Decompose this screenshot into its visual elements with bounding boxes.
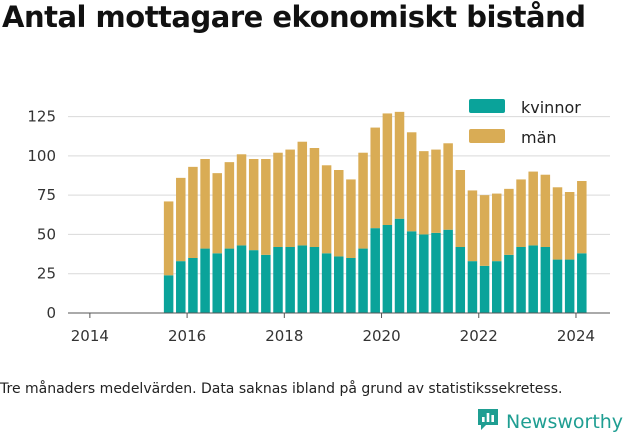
bar-man <box>261 159 271 255</box>
y-tick-label: 25 <box>37 265 56 283</box>
bar-kvinnor <box>370 228 380 313</box>
bar-man <box>212 173 222 254</box>
brand-name: Newsworthy <box>506 411 624 433</box>
bar-man <box>346 179 356 258</box>
bar-man <box>297 141 308 246</box>
legend-swatch-kvinnor <box>469 99 505 113</box>
bar-man <box>176 177 186 262</box>
bar-man <box>419 151 429 235</box>
bar-kvinnor <box>406 231 417 313</box>
bar-man <box>309 148 320 247</box>
bar-kvinnor <box>200 248 210 313</box>
bar-kvinnor <box>346 258 356 313</box>
x-tick-label: 2014 <box>71 327 109 345</box>
bar-kvinnor <box>394 218 405 313</box>
bar-kvinnor <box>419 234 429 313</box>
bar-man <box>467 190 478 262</box>
x-tick-label: 2024 <box>557 327 595 345</box>
bars <box>163 111 587 313</box>
bar-kvinnor <box>552 259 563 313</box>
bar-kvinnor <box>163 275 174 313</box>
y-tick-label: 50 <box>37 225 56 243</box>
bar-kvinnor <box>479 265 490 313</box>
bar-kvinnor <box>188 258 198 313</box>
newsworthy-logo-icon <box>476 407 500 437</box>
bar-kvinnor <box>309 247 320 313</box>
bar-kvinnor <box>285 247 295 313</box>
x-tick-label: 2018 <box>265 327 303 345</box>
bar-kvinnor <box>224 248 235 313</box>
bar-kvinnor <box>540 247 551 313</box>
bar-kvinnor <box>455 247 466 313</box>
bar-kvinnor <box>321 253 332 313</box>
legend-label-man: män <box>521 128 557 147</box>
y-tick-label: 75 <box>37 186 56 204</box>
y-tick-labels: 0 25 50 75 100 125 <box>27 108 56 322</box>
footnote: Tre månaders medelvärden. Data saknas ib… <box>0 381 563 397</box>
bar-kvinnor <box>491 261 502 313</box>
bar-man <box>540 174 551 247</box>
bar-man <box>321 165 332 254</box>
bar-kvinnor <box>516 247 526 313</box>
bar-kvinnor <box>248 250 259 313</box>
bar-kvinnor <box>176 261 186 313</box>
y-tick-label: 125 <box>27 108 56 126</box>
x-tick-label: 2022 <box>460 327 498 345</box>
bar-man <box>163 201 174 276</box>
bar-man <box>273 152 283 247</box>
bar-man <box>248 159 259 251</box>
bar-man <box>516 179 526 247</box>
bar-kvinnor <box>358 248 368 313</box>
bar-man <box>358 152 368 249</box>
bar-man <box>479 195 490 266</box>
bar-man <box>285 149 295 247</box>
bar-kvinnor <box>564 259 575 313</box>
bar-kvinnor <box>236 245 247 313</box>
legend: kvinnor män <box>469 98 581 147</box>
bar-kvinnor <box>504 254 514 313</box>
x-tick-marks <box>89 313 577 318</box>
x-tick-labels: 2014 2016 2018 2020 2022 2024 <box>71 327 595 345</box>
bar-man <box>334 170 344 257</box>
brand-logo[interactable]: Newsworthy <box>476 407 623 437</box>
bar-kvinnor <box>334 256 344 313</box>
bar-kvinnor <box>467 261 478 313</box>
bar-man <box>443 143 453 230</box>
y-tick-label: 0 <box>46 304 56 322</box>
bar-kvinnor <box>212 253 222 313</box>
bar-man <box>236 154 247 246</box>
bar-man <box>564 192 575 260</box>
bar-man <box>552 187 563 260</box>
legend-swatch-man <box>469 129 505 143</box>
bar-man <box>406 132 417 232</box>
bar-man <box>431 149 441 233</box>
bar-kvinnor <box>443 229 453 313</box>
bar-man <box>200 159 210 249</box>
bar-man <box>528 171 538 246</box>
x-tick-label: 2020 <box>362 327 400 345</box>
bar-man <box>370 127 380 229</box>
x-tick-label: 2016 <box>168 327 206 345</box>
chart-title: Antal mottagare ekonomiskt bistånd <box>2 0 586 34</box>
bar-kvinnor <box>297 245 308 313</box>
bar-kvinnor <box>577 253 587 313</box>
y-tick-label: 100 <box>27 147 56 165</box>
bar-man <box>188 166 198 258</box>
bar-man <box>382 113 393 225</box>
bar-kvinnor <box>261 254 271 313</box>
bar-man <box>504 188 514 255</box>
bar-kvinnor <box>382 225 393 313</box>
bar-man <box>394 111 405 219</box>
bar-kvinnor <box>431 232 441 313</box>
bar-kvinnor <box>273 247 283 313</box>
bar-man <box>455 170 466 247</box>
bar-man <box>577 181 587 254</box>
legend-label-kvinnor: kvinnor <box>521 98 581 117</box>
bar-kvinnor <box>528 245 538 313</box>
bar-man <box>491 193 502 262</box>
bar-man <box>224 162 235 249</box>
